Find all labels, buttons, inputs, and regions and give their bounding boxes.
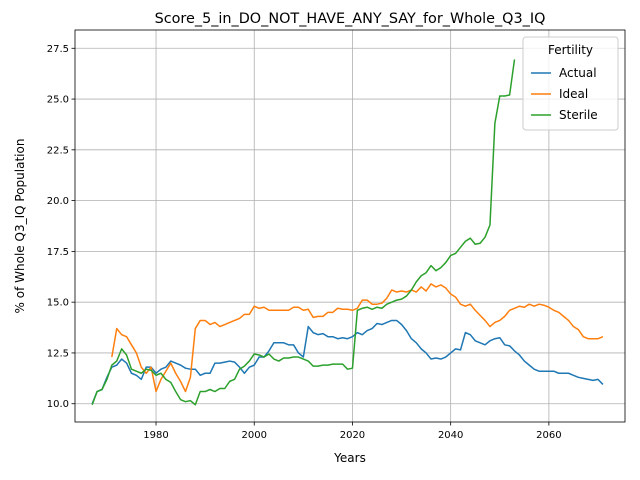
x-tick-label: 1980 [143,430,168,441]
series-line-actual [91,319,604,405]
y-axis-label: % of Whole Q3_IQ Population [13,139,27,314]
y-tick-label: 17.5 [47,247,69,258]
x-axis-label: Years [333,451,366,465]
series-lines [91,59,604,406]
series-line-sterile [91,59,516,406]
y-tick-label: 15.0 [47,298,69,309]
axes-frame [74,29,626,423]
x-tick-label: 2020 [340,430,365,441]
legend-label-ideal: Ideal [559,87,588,101]
legend-label-sterile: Sterile [559,108,598,122]
legend: Fertility Actual Ideal Sterile [522,36,619,131]
chart-title: Score_5_in_DO_NOT_HAVE_ANY_SAY_for_Whole… [155,11,546,27]
legend-label-actual: Actual [559,66,597,80]
y-tick-label: 10.0 [47,399,69,410]
grid [75,30,625,422]
axis-ticks: 1980 2000 2020 2040 2060 10.0 12.5 15.0 17.5 20.0… [47,44,562,441]
x-tick-label: 2040 [438,430,463,441]
x-tick-label: 2000 [242,430,267,441]
series-line-ideal [111,283,604,393]
legend-entries: Actual Ideal Sterile [531,66,598,122]
y-tick-label: 20.0 [47,196,69,207]
x-tick-label: 2060 [536,430,561,441]
y-tick-label: 22.5 [47,145,69,156]
legend-box [522,36,619,131]
y-tick-label: 27.5 [47,44,69,55]
y-tick-label: 12.5 [47,348,69,359]
legend-title: Fertility [548,43,593,57]
y-tick-label: 25.0 [47,95,69,106]
